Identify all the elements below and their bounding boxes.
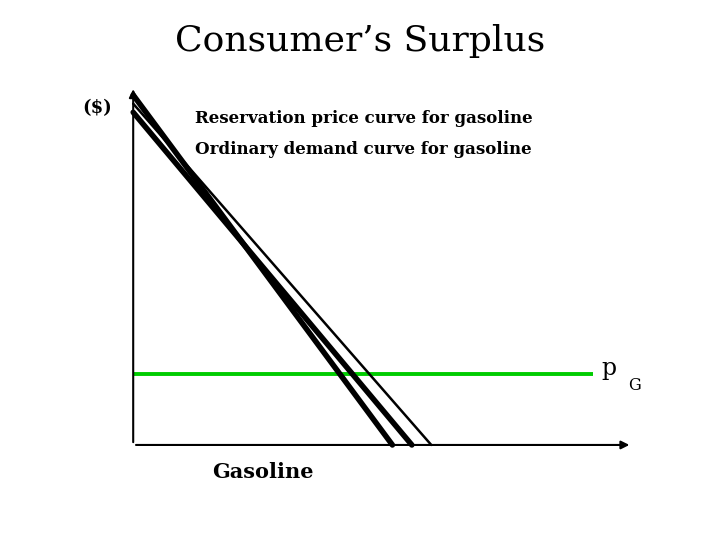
- Title: Consumer’s Surplus: Consumer’s Surplus: [175, 24, 545, 58]
- Text: ($): ($): [83, 99, 112, 117]
- Text: G: G: [629, 377, 641, 394]
- Text: Gasoline: Gasoline: [212, 462, 313, 482]
- Text: Reservation price curve for gasoline: Reservation price curve for gasoline: [194, 110, 532, 127]
- Text: p: p: [601, 357, 616, 380]
- Text: Ordinary demand curve for gasoline: Ordinary demand curve for gasoline: [194, 140, 531, 158]
